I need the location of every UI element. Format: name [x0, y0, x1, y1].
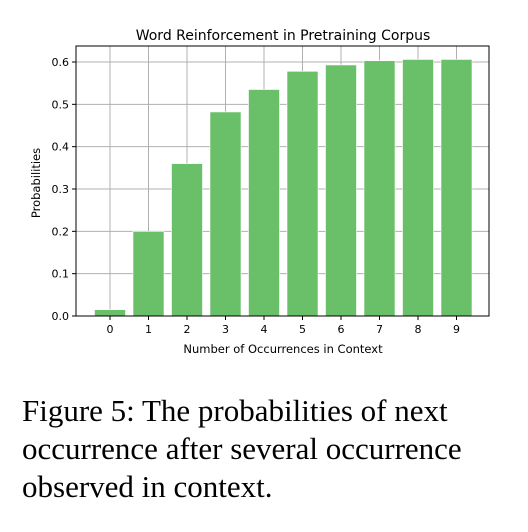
bar [325, 64, 357, 317]
x-tick-label: 9 [453, 323, 460, 336]
bar [171, 163, 203, 317]
y-tick-label: 0.0 [52, 310, 70, 323]
y-tick-label: 0.5 [52, 98, 70, 111]
y-tick-label: 0.2 [52, 225, 70, 238]
x-tick-label: 4 [261, 323, 268, 336]
bar [209, 111, 242, 317]
x-tick-label: 2 [184, 323, 191, 336]
figure-caption: Figure 5: The probabilities of next occu… [22, 393, 462, 504]
bar [248, 89, 280, 317]
x-tick-label: 6 [338, 323, 345, 336]
y-axis-label: Probabilities [29, 148, 43, 218]
x-tick-label: 5 [299, 323, 306, 336]
bar [440, 59, 473, 317]
bar [286, 71, 319, 317]
plot-frame [75, 45, 490, 317]
x-tick-label: 7 [376, 323, 383, 336]
y-tick-label: 0.3 [52, 183, 70, 196]
bar [363, 60, 396, 317]
y-tick-label: 0.1 [52, 268, 70, 281]
bars [94, 59, 473, 317]
x-tick-label: 0 [107, 323, 114, 336]
bar [132, 231, 165, 317]
x-tick-label: 3 [222, 323, 229, 336]
x-axis-label: Number of Occurrences in Context [183, 342, 383, 356]
bar [402, 59, 434, 317]
x-tick-label: 8 [415, 323, 422, 336]
x-tick-label: 1 [145, 323, 152, 336]
y-tick-label: 0.6 [52, 56, 70, 69]
bar [94, 309, 126, 317]
ticks: 0.0 0.1 0.2 0.3 0.4 0.5 0.6 0 1 2 3 4 5 6 7 8 9 [52, 56, 461, 336]
bar-chart: Word Reinforcement in Pretraining Corpus… [29, 28, 490, 356]
y-tick-label: 0.4 [52, 141, 70, 154]
chart-title: Word Reinforcement in Pretraining Corpus [136, 28, 431, 44]
